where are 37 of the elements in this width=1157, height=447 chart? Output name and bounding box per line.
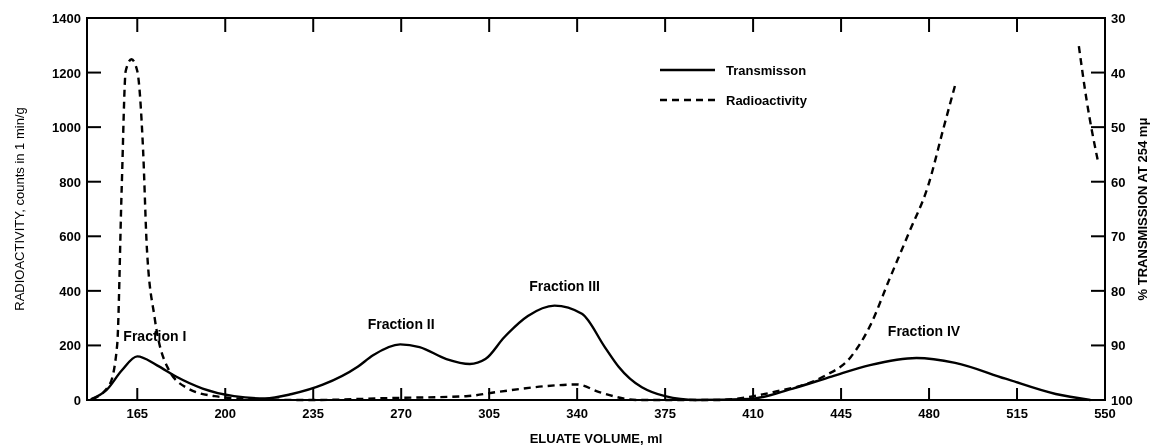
annotation: Fraction I: [123, 328, 187, 345]
y2-tick-label: 100: [1111, 393, 1133, 408]
annotation: Fraction IV: [887, 322, 961, 339]
x-tick-label: 550: [1094, 406, 1116, 421]
y-tick-label: 400: [59, 283, 81, 299]
y2-tick-label: 40: [1111, 65, 1126, 81]
y2-tick-label: 70: [1111, 229, 1126, 245]
x-tick-label: 270: [390, 406, 413, 421]
annotation: Fraction III: [529, 277, 600, 294]
x-tick-label: 445: [830, 406, 852, 421]
y2-tick-label: 80: [1111, 283, 1126, 299]
y2-tick-label: 50: [1111, 120, 1126, 136]
y-tick-label: 200: [59, 338, 81, 354]
x-tick-label: 515: [1006, 406, 1028, 421]
legend-label: Radioactivity: [726, 93, 808, 108]
x-tick-label: 340: [566, 406, 588, 421]
x-tick-label: 480: [918, 406, 940, 421]
x-tick-label: 305: [478, 406, 501, 421]
x-tick-label: 165: [126, 406, 149, 421]
y-tick-label: 1200: [52, 65, 81, 81]
annotation: Fraction II: [367, 316, 435, 333]
y-tick-label: 1000: [52, 120, 81, 136]
legend-label: Transmisson: [726, 63, 807, 78]
x-tick-label: 375: [654, 406, 676, 421]
y-tick-label: 600: [59, 229, 81, 245]
y2-tick-label: 30: [1111, 11, 1126, 26]
x-axis-title: ELUATE VOLUME, ml: [529, 431, 663, 446]
y2-axis-title: % TRANSMISSION AT 254 mμ: [1135, 117, 1150, 301]
x-tick-label: 235: [302, 406, 325, 421]
x-tick-label: 200: [214, 406, 237, 421]
y-tick-label: 800: [59, 174, 81, 190]
y2-tick-label: 90: [1111, 338, 1126, 354]
y-axis-title: RADIOACTIVITY, counts in 1 min/g: [12, 107, 27, 311]
y-tick-label: 0: [73, 393, 81, 408]
x-tick-label: 410: [742, 406, 764, 421]
y2-tick-label: 60: [1111, 174, 1126, 190]
y-tick-label: 1400: [52, 11, 81, 26]
